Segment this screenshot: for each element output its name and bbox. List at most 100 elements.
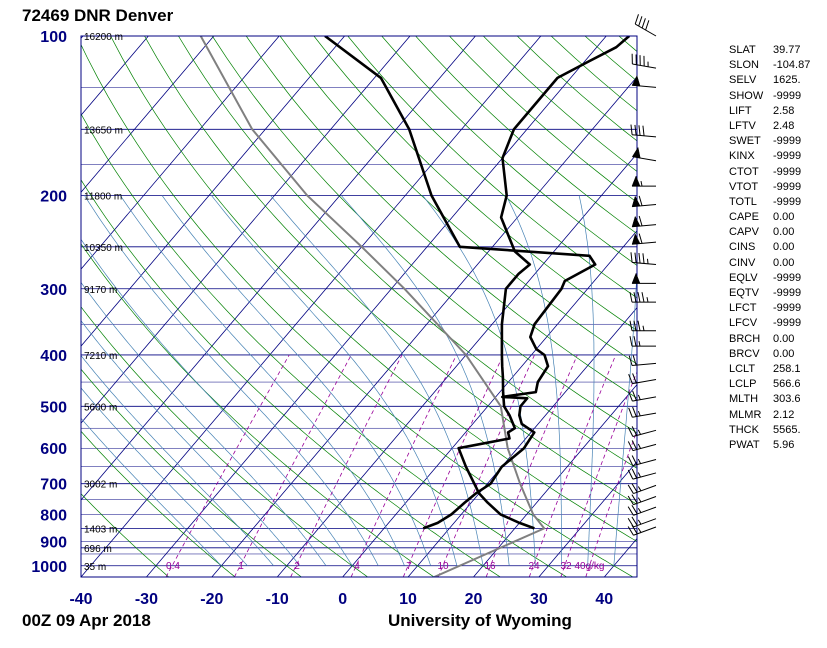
wind-barb bbox=[627, 504, 657, 516]
mixing-ratio-line bbox=[585, 429, 637, 577]
temperature-tick-label: -20 bbox=[200, 591, 223, 608]
wind-barb bbox=[631, 175, 656, 187]
moist-adiabat-line bbox=[81, 281, 327, 566]
isotherm-line bbox=[81, 36, 411, 424]
mixing-ratio-label: 24 bbox=[528, 561, 540, 572]
index-row: LIFT 2.58 bbox=[729, 104, 810, 119]
isotherm-line bbox=[146, 36, 607, 577]
height-label: 35 m bbox=[84, 562, 106, 573]
wind-barb bbox=[629, 320, 656, 332]
wind-barb bbox=[627, 494, 657, 506]
index-row: SELV 1625. bbox=[729, 73, 810, 88]
dry-adiabat-line bbox=[110, 36, 637, 542]
index-value: -9999 bbox=[773, 89, 802, 102]
index-row: BRCV 0.00 bbox=[729, 347, 810, 362]
sounding-date: 00Z 09 Apr 2018 bbox=[22, 611, 151, 630]
index-value: 39.77 bbox=[773, 44, 801, 56]
moist-adiabat-line bbox=[211, 195, 458, 566]
index-key: PWAT bbox=[729, 438, 760, 451]
moist-adiabat-line bbox=[81, 320, 301, 567]
index-key: LFTV bbox=[729, 119, 756, 132]
temperature-tick-label: 20 bbox=[465, 591, 483, 608]
moist-adiabat-line bbox=[161, 195, 432, 566]
index-row: VTOT -9999 bbox=[729, 180, 810, 195]
index-value: -9999 bbox=[773, 195, 802, 208]
isotherm-line bbox=[473, 383, 637, 577]
wind-barb bbox=[628, 355, 657, 367]
mixing-ratio-label: 40g/kg bbox=[574, 561, 604, 572]
index-key: LIFT bbox=[729, 104, 752, 117]
height-label: 696 m bbox=[84, 544, 112, 555]
pressure-tick-label: 900 bbox=[40, 535, 67, 552]
dry-adiabat-line bbox=[178, 36, 637, 469]
wind-barb bbox=[630, 252, 657, 266]
isotherm-line bbox=[0, 36, 18, 577]
index-key: MLTH bbox=[729, 393, 759, 406]
index-row: TOTL -9999 bbox=[729, 195, 810, 210]
index-key: BRCV bbox=[729, 347, 760, 360]
index-key: CAPE bbox=[729, 211, 759, 224]
pressure-tick-label: 400 bbox=[40, 348, 67, 365]
index-row: CAPV 0.00 bbox=[729, 225, 810, 240]
moist-adiabat-line bbox=[81, 238, 353, 566]
mixing-ratio-line bbox=[290, 354, 403, 577]
wind-barb bbox=[631, 215, 657, 228]
height-label: 10350 m bbox=[84, 243, 123, 254]
index-row: CINV 0.00 bbox=[729, 256, 810, 271]
index-key: VTOT bbox=[729, 180, 759, 193]
index-value: 2.58 bbox=[773, 104, 795, 117]
index-key: SLAT bbox=[729, 44, 756, 56]
wind-barb bbox=[627, 455, 657, 467]
height-label: 3002 m bbox=[84, 480, 117, 491]
dry-adiabat-line bbox=[81, 493, 169, 577]
dry-adiabat-line bbox=[81, 113, 567, 577]
mixing-ratio-line bbox=[437, 354, 535, 577]
isotherm-line bbox=[81, 36, 476, 501]
index-row: CINS 0.00 bbox=[729, 240, 810, 255]
height-label: 11800 m bbox=[84, 191, 122, 202]
index-row: EQLV -9999 bbox=[729, 271, 810, 286]
isotherm-line bbox=[81, 36, 215, 193]
pressure-tick-label: 100 bbox=[40, 29, 67, 46]
index-value: 2.48 bbox=[773, 119, 795, 132]
moist-adiabat-line bbox=[341, 195, 510, 566]
index-value: -9999 bbox=[773, 165, 802, 178]
pressure-tick-label: 800 bbox=[40, 507, 67, 524]
dry-adiabat-line bbox=[81, 368, 302, 577]
index-key: CINV bbox=[729, 256, 756, 269]
mixing-ratio-line bbox=[402, 354, 504, 577]
temperature-trace bbox=[457, 36, 631, 530]
wind-barb bbox=[631, 233, 657, 245]
moist-adiabat-line bbox=[505, 195, 562, 566]
pressure-tick-label: 300 bbox=[40, 282, 67, 299]
index-row: CTOT -9999 bbox=[729, 165, 810, 180]
isotherm-line bbox=[81, 36, 280, 270]
moist-adiabat-line bbox=[120, 195, 405, 566]
index-value: 0.00 bbox=[773, 241, 795, 254]
index-key: BRCH bbox=[729, 332, 761, 345]
mixing-ratio-label: 0.4 bbox=[166, 561, 180, 572]
index-value: 0.00 bbox=[773, 211, 795, 224]
index-key: THCK bbox=[729, 423, 759, 436]
index-row: LFTV 2.48 bbox=[729, 119, 810, 134]
index-row: LFCV -9999 bbox=[729, 316, 810, 331]
moist-adiabat-line bbox=[81, 387, 248, 567]
height-label: 7210 m bbox=[84, 351, 117, 362]
temperature-tick-label: -40 bbox=[69, 591, 92, 608]
index-row: CAPE 0.00 bbox=[729, 210, 810, 225]
index-key: KINX bbox=[729, 150, 755, 163]
temperature-tick-label: 0 bbox=[338, 591, 347, 608]
mixing-ratio-label: 2 bbox=[294, 561, 300, 572]
mixing-ratio-label: 16 bbox=[484, 561, 496, 572]
moist-adiabat-line bbox=[84, 195, 379, 566]
wind-barb bbox=[628, 406, 657, 418]
wind-barb bbox=[627, 426, 657, 438]
dry-adiabat-line bbox=[81, 430, 236, 577]
wind-barb bbox=[628, 390, 657, 402]
mixing-ratio-label: 7 bbox=[406, 561, 412, 572]
index-row: LCLT 258.1 bbox=[729, 362, 810, 377]
index-row: BRCH 0.00 bbox=[729, 332, 810, 347]
height-label: 9170 m bbox=[84, 285, 117, 296]
index-value: 5565. bbox=[773, 423, 801, 436]
wind-barb bbox=[631, 74, 657, 88]
